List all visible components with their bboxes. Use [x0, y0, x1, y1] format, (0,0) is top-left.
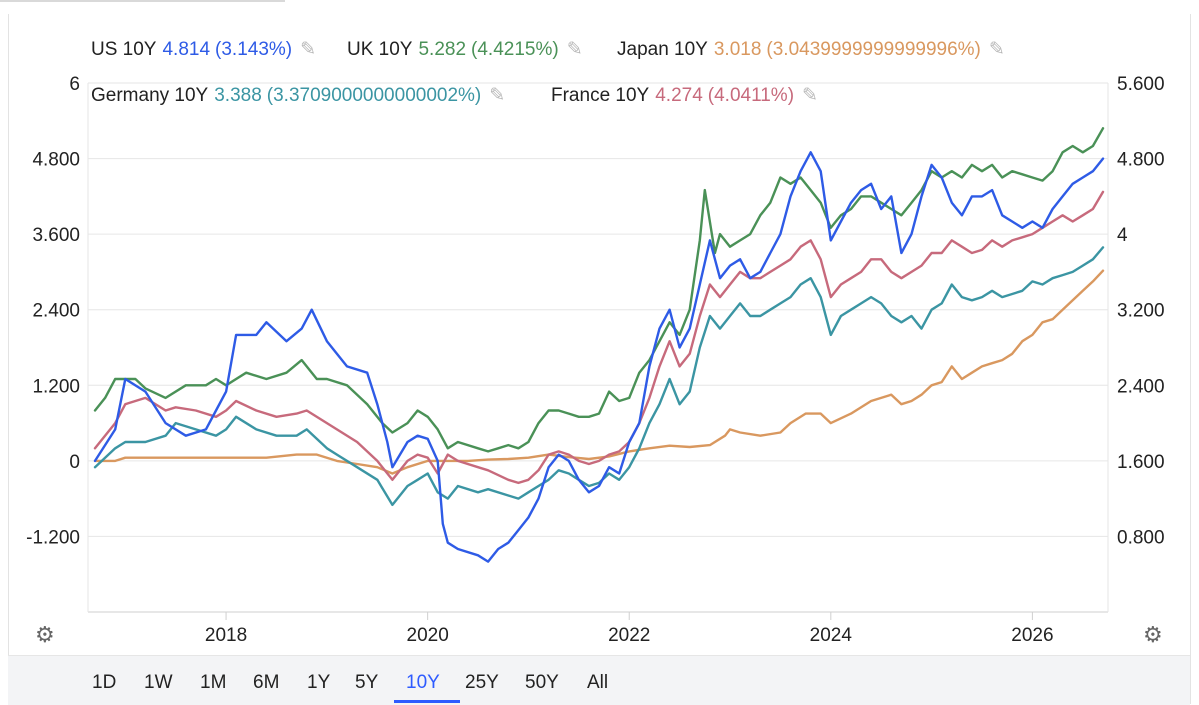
- range-button-25y[interactable]: 25Y: [465, 672, 499, 693]
- pencil-icon[interactable]: ✎: [300, 39, 317, 60]
- pencil-icon[interactable]: ✎: [802, 85, 818, 106]
- range-button-50y[interactable]: 50Y: [525, 672, 559, 693]
- right-axis: 0.800 1.600 2.400 3.200 4 4.800 5.600: [1117, 74, 1165, 548]
- range-button-5y[interactable]: 5Y: [355, 672, 379, 693]
- legend-name: France 10Y: [551, 84, 650, 106]
- series-line-france-10y: [93, 190, 1105, 485]
- range-button-1m[interactable]: 1M: [200, 672, 227, 693]
- range-button-1y[interactable]: 1Y: [307, 672, 331, 693]
- right-tick-label: 2.400: [1117, 376, 1165, 397]
- series-lines: [93, 127, 1105, 563]
- active-range-indicator: [394, 700, 460, 703]
- x-tick-label: 2020: [407, 625, 449, 646]
- legend-name: UK 10Y: [347, 38, 413, 60]
- legend-value: 4.274: [655, 84, 703, 106]
- legend-value: 3.388: [214, 84, 262, 106]
- x-axis: 2018 2020 2022 2024 2026: [87, 83, 1109, 646]
- legend-name: Germany 10Y: [91, 84, 209, 106]
- legend-value: 3.018: [713, 38, 762, 60]
- range-button-1d[interactable]: 1D: [92, 672, 117, 693]
- yield-chart: -1.200 0 1.200 2.400 3.600 4.800 6 0.800 1.600 2…: [26, 74, 1165, 646]
- x-tick-label: 2026: [1011, 625, 1053, 646]
- left-tick-label: 0: [69, 452, 80, 473]
- legend-change: (4.4215%): [471, 38, 559, 60]
- left-tick-label: 3.600: [32, 225, 80, 246]
- chart-border-right: [1190, 14, 1191, 704]
- pencil-icon[interactable]: ✎: [988, 39, 1005, 60]
- left-tick-label: 4.800: [32, 150, 80, 171]
- pencil-icon[interactable]: ✎: [566, 39, 583, 60]
- series-line-us-10y: [93, 151, 1105, 563]
- legend-name: Japan 10Y: [617, 38, 708, 60]
- chart-border-left: [8, 14, 9, 704]
- right-tick-label: 0.800: [1117, 527, 1165, 548]
- left-tick-label: 1.200: [32, 376, 80, 397]
- x-tick-label: 2024: [810, 625, 853, 646]
- right-tick-label: 1.600: [1117, 452, 1165, 473]
- x-tick-label: 2022: [608, 625, 650, 646]
- series-line-uk-10y: [93, 127, 1105, 453]
- gear-icon[interactable]: ⚙: [35, 622, 55, 647]
- legend-item-france[interactable]: France 10Y 4.274 (4.0411%) ✎: [551, 84, 818, 107]
- range-button-10y[interactable]: 10Y: [406, 672, 440, 693]
- legend-item-germany[interactable]: Germany 10Y 3.388 (3.3709000000000002%) …: [91, 84, 505, 107]
- right-tick-label: 4.800: [1117, 150, 1165, 171]
- right-tick-label: 4: [1117, 225, 1128, 246]
- pencil-icon[interactable]: ✎: [489, 85, 506, 106]
- left-tick-label: 2.400: [32, 301, 80, 322]
- legend-change: (4.0411%): [707, 84, 795, 106]
- legend-change: (3.3709000000000002%): [266, 84, 482, 106]
- legend-change: (3.143%): [215, 38, 293, 60]
- right-tick-label: 3.200: [1117, 301, 1165, 322]
- legend-item-japan[interactable]: Japan 10Y 3.018 (3.0439999999999996%) ✎: [617, 38, 1005, 61]
- series-line-germany-10y: [93, 246, 1105, 507]
- legend-item-uk[interactable]: UK 10Y 5.282 (4.4215%) ✎: [347, 38, 583, 61]
- legend-change: (3.0439999999999996%): [766, 38, 981, 60]
- left-tick-label: 6: [69, 74, 80, 95]
- grid-lines: [88, 82, 1108, 537]
- legend-value: 4.814: [162, 38, 211, 60]
- left-tick-label: -1.200: [26, 527, 80, 548]
- left-axis: -1.200 0 1.200 2.400 3.600 4.800 6: [26, 74, 80, 548]
- range-button-6m[interactable]: 6M: [253, 672, 280, 693]
- legend-name: US 10Y: [91, 38, 157, 60]
- gear-icon[interactable]: ⚙: [1143, 622, 1163, 647]
- right-tick-label: 5.600: [1117, 74, 1165, 95]
- x-tick-label: 2018: [205, 625, 247, 646]
- range-button-all[interactable]: All: [587, 672, 609, 693]
- legend-item-us[interactable]: US 10Y 4.814 (3.143%) ✎: [91, 38, 316, 61]
- legend-value: 5.282: [418, 38, 467, 60]
- range-selector: 1D 1W 1M 6M 1Y 5Y 10Y 25Y 50Y All: [8, 655, 1190, 705]
- series-line-japan-10y: [93, 269, 1105, 475]
- range-button-1w[interactable]: 1W: [144, 672, 173, 693]
- top-divider: [0, 0, 285, 2]
